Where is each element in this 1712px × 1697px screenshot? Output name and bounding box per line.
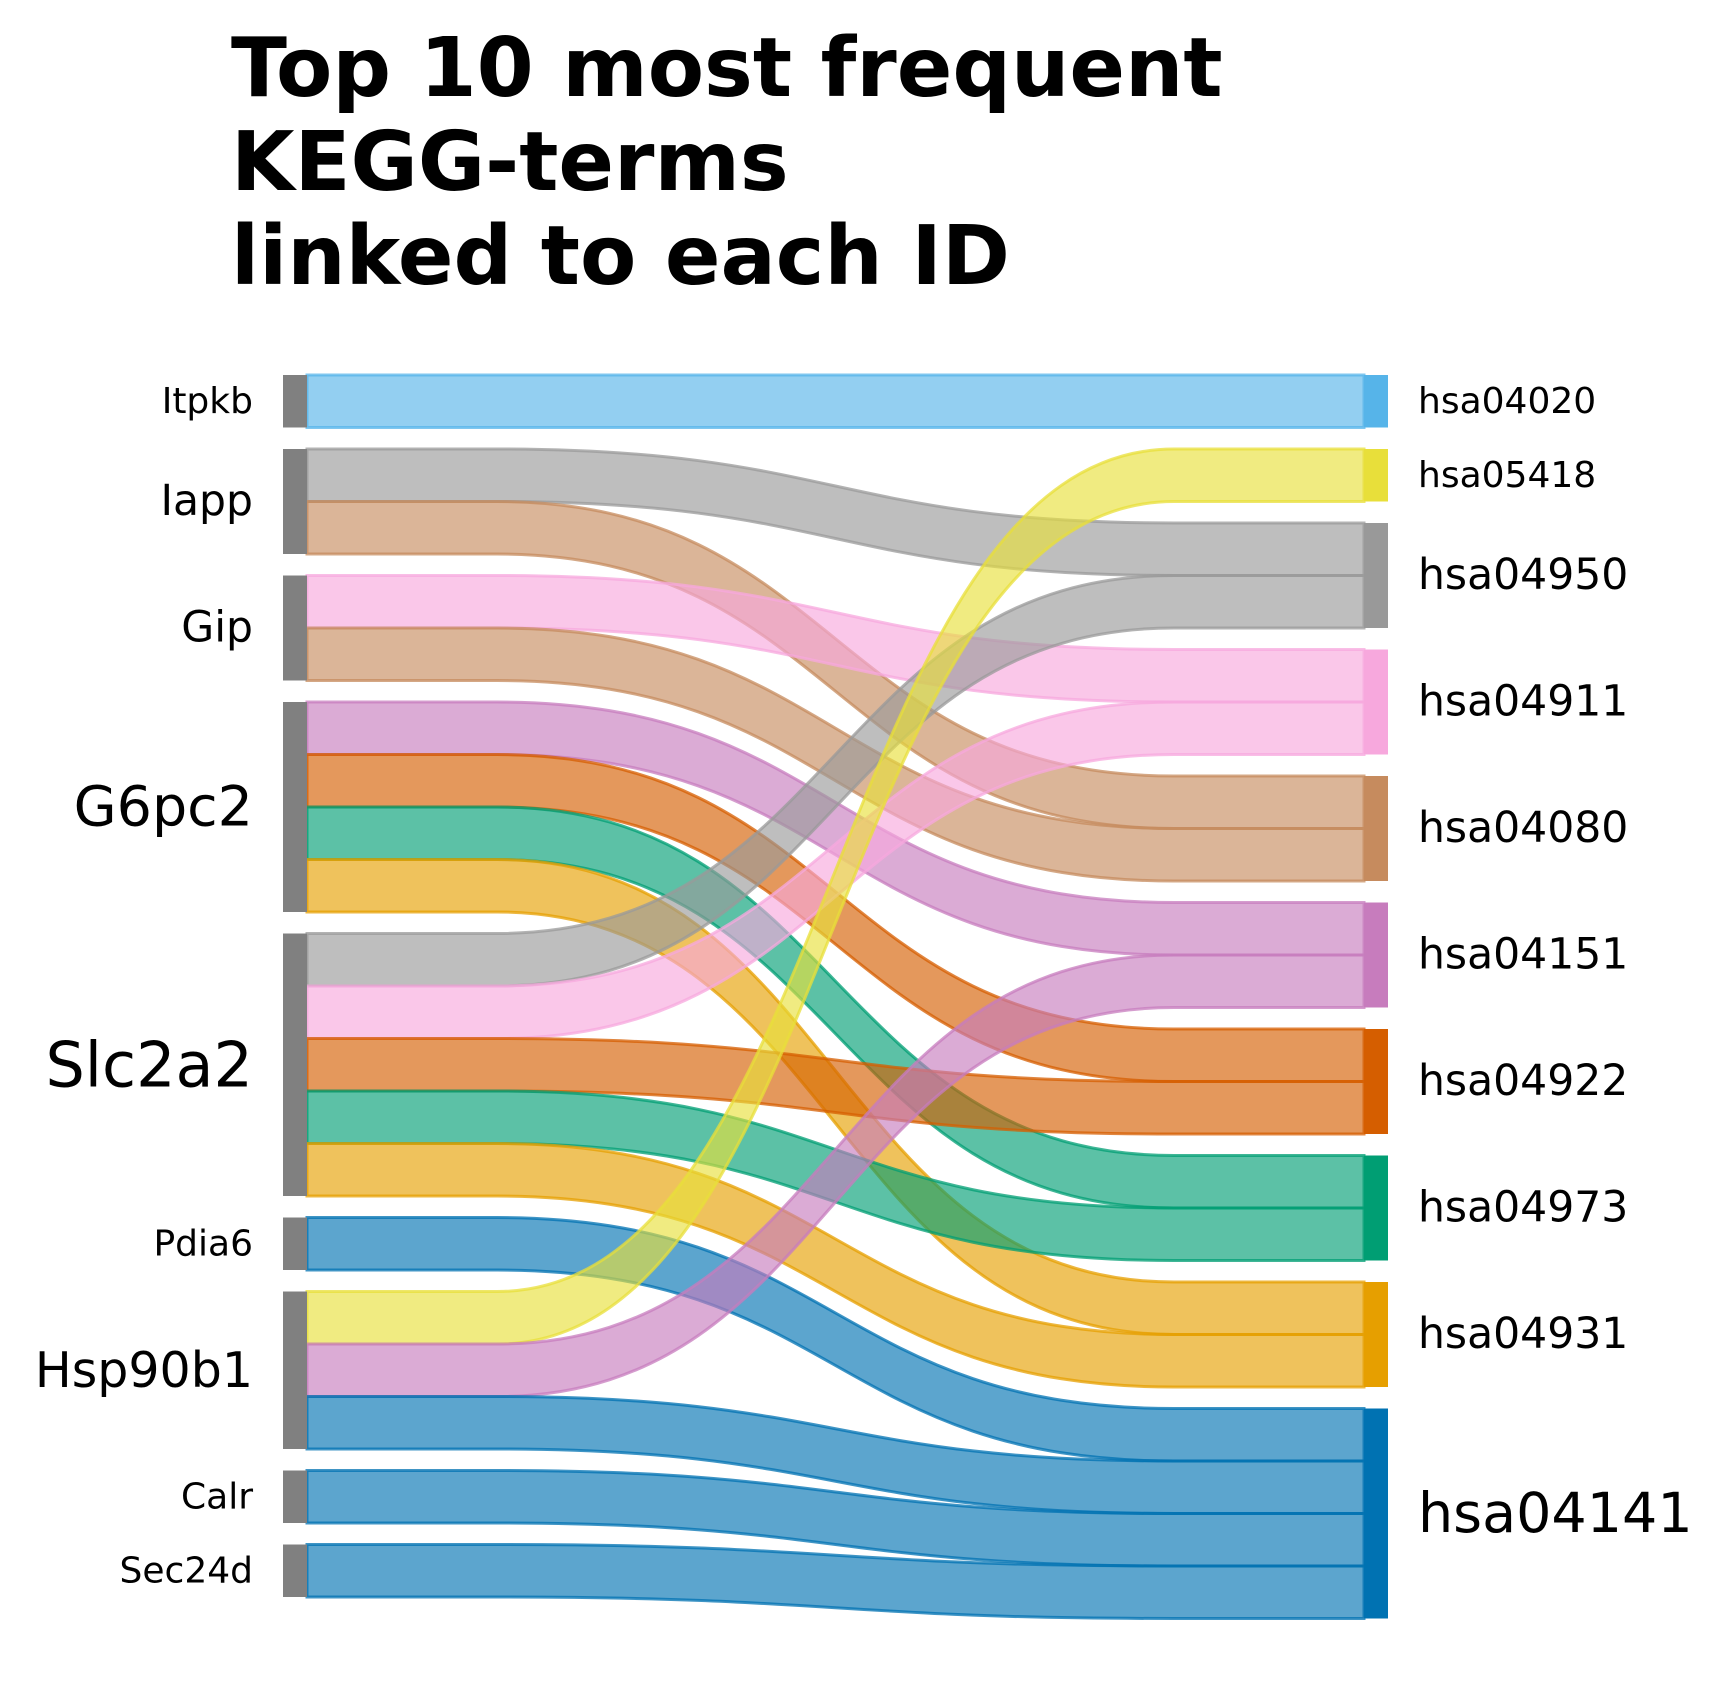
- source-node-iapp: [283, 449, 307, 554]
- target-node-hsa04950: [1364, 523, 1388, 628]
- source-label-gip: Gip: [181, 604, 253, 653]
- target-node-hsa04931: [1364, 1282, 1388, 1387]
- chart-title-line-3: linked to each ID: [231, 209, 1010, 304]
- source-node-itpkb: [283, 375, 307, 428]
- source-label-calr: Calr: [181, 1476, 253, 1517]
- target-node-hsa04141: [1364, 1408, 1388, 1619]
- source-label-g6pc2: G6pc2: [74, 775, 253, 840]
- source-node-pdia6: [283, 1217, 307, 1270]
- source-node-gip: [283, 575, 307, 681]
- source-node-hsp90b1: [283, 1291, 307, 1449]
- node-layer: [283, 375, 1388, 1619]
- target-node-hsa04973: [1364, 1155, 1388, 1261]
- chart-title-line-2: KEGG-terms: [231, 115, 789, 210]
- source-label-iapp: Iapp: [160, 477, 253, 526]
- target-node-hsa05418: [1364, 449, 1388, 502]
- target-node-hsa04151: [1364, 902, 1388, 1008]
- link-layer: [305, 373, 1366, 1620]
- target-node-hsa04911: [1364, 649, 1388, 755]
- label-layer: Itpkb Iapp Gip G6pc2 Slc2a2 Pdia6 Hsp90b1 Calr S…: [35, 381, 1693, 1592]
- source-label-slc2a2: Slc2a2: [45, 1028, 253, 1101]
- source-node-slc2a2: [283, 933, 307, 1196]
- target-node-hsa04020: [1364, 375, 1388, 428]
- source-label-pdia6: Pdia6: [153, 1223, 253, 1264]
- target-label-hsa04020: hsa04020: [1418, 381, 1596, 422]
- target-label-hsa04922: hsa04922: [1418, 1057, 1628, 1106]
- source-label-hsp90b1: Hsp90b1: [35, 1342, 253, 1399]
- target-label-hsa04973: hsa04973: [1418, 1184, 1628, 1233]
- chart-title-line-1: Top 10 most frequent: [231, 21, 1223, 116]
- target-node-hsa04922: [1364, 1029, 1388, 1134]
- target-label-hsa04950: hsa04950: [1418, 551, 1628, 600]
- target-label-hsa04931: hsa04931: [1418, 1310, 1628, 1359]
- target-label-hsa04911: hsa04911: [1418, 678, 1628, 727]
- source-label-itpkb: Itpkb: [162, 381, 253, 422]
- source-node-sec24d: [283, 1544, 307, 1597]
- source-node-calr: [283, 1470, 307, 1523]
- target-node-hsa04080: [1364, 776, 1388, 881]
- target-label-hsa04080: hsa04080: [1418, 804, 1628, 853]
- target-label-hsa04151: hsa04151: [1418, 931, 1628, 980]
- chart-title: Top 10 most frequent KEGG-terms linked t…: [231, 22, 1223, 304]
- link-itpkb-hsa04020: [305, 373, 1366, 430]
- target-label-hsa05418: hsa05418: [1418, 455, 1596, 496]
- source-node-g6pc2: [283, 702, 307, 912]
- target-label-hsa04141: hsa04141: [1418, 1481, 1693, 1546]
- source-label-sec24d: Sec24d: [120, 1550, 253, 1591]
